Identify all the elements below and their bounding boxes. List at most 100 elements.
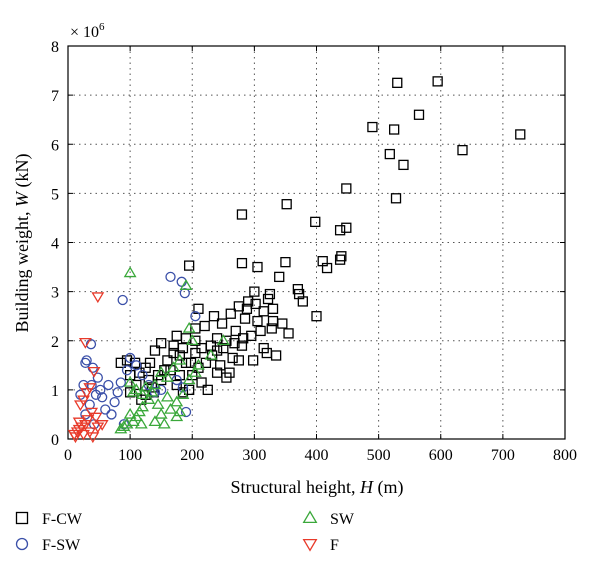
data-point bbox=[154, 366, 168, 377]
data-point bbox=[152, 369, 164, 381]
data-point bbox=[266, 323, 277, 334]
data-point bbox=[121, 355, 133, 366]
data-point bbox=[131, 360, 142, 371]
x-tick-label: 0 bbox=[64, 447, 72, 464]
data-point bbox=[182, 321, 196, 333]
grid bbox=[68, 46, 565, 439]
y-tick-label: 5 bbox=[51, 186, 59, 203]
data-point bbox=[211, 367, 223, 378]
data-point bbox=[149, 387, 161, 398]
y-tick-label: 7 bbox=[51, 88, 59, 105]
data-point bbox=[106, 409, 117, 420]
data-point bbox=[160, 390, 174, 402]
data-point bbox=[280, 256, 291, 268]
data-point bbox=[117, 294, 128, 306]
data-point bbox=[190, 347, 201, 359]
data-point bbox=[177, 342, 189, 354]
data-point bbox=[457, 144, 468, 156]
x-tick-label: 100 bbox=[118, 447, 142, 464]
data-point bbox=[173, 405, 187, 417]
data-point bbox=[297, 296, 308, 307]
data-point bbox=[170, 395, 184, 407]
data-point bbox=[341, 183, 352, 194]
data-point bbox=[149, 345, 161, 356]
data-point bbox=[367, 121, 378, 133]
data-point bbox=[121, 365, 133, 376]
legend-label: SW bbox=[330, 511, 355, 528]
data-point bbox=[177, 387, 189, 398]
data-point bbox=[92, 372, 103, 383]
data-point bbox=[384, 148, 395, 160]
data-point bbox=[190, 323, 201, 334]
data-point bbox=[95, 420, 109, 431]
y-tick-labels: 0 1 2 3 4 5 6 7 8 bbox=[51, 39, 59, 449]
legend-label: F-SW bbox=[42, 537, 81, 554]
data-point bbox=[151, 398, 165, 409]
data-point bbox=[87, 366, 101, 378]
data-point bbox=[148, 415, 162, 427]
data-point bbox=[185, 334, 199, 346]
data-point bbox=[258, 306, 269, 317]
x-tick-label: 600 bbox=[429, 447, 453, 464]
data-point bbox=[392, 77, 403, 88]
data-point bbox=[78, 337, 92, 349]
data-point bbox=[165, 271, 176, 283]
data-point bbox=[179, 287, 190, 299]
data-point bbox=[247, 355, 259, 366]
data-point bbox=[192, 358, 205, 370]
x-tick-labels: 0 100 200 300 400 500 600 700 800 bbox=[64, 447, 577, 464]
data-point bbox=[114, 422, 128, 434]
data-point bbox=[156, 384, 167, 396]
data-point bbox=[123, 266, 137, 278]
data-point bbox=[77, 429, 90, 441]
data-point bbox=[112, 387, 123, 398]
data-point bbox=[109, 397, 120, 408]
data-point bbox=[148, 378, 162, 390]
y-tick-label: 8 bbox=[51, 39, 59, 56]
legend-marker bbox=[302, 510, 318, 524]
data-point bbox=[258, 342, 269, 354]
data-point bbox=[398, 159, 409, 171]
x-tick-label: 300 bbox=[242, 447, 266, 464]
data-point bbox=[171, 379, 182, 391]
data-point bbox=[97, 392, 108, 403]
data-point bbox=[126, 385, 140, 397]
data-point bbox=[389, 124, 400, 135]
legend-label: F bbox=[330, 537, 339, 554]
data-point bbox=[215, 360, 226, 371]
data-point bbox=[255, 325, 266, 337]
data-point bbox=[216, 318, 228, 329]
data-point bbox=[157, 417, 171, 429]
data-point bbox=[100, 404, 111, 415]
data-point bbox=[252, 315, 263, 327]
data-point bbox=[129, 383, 143, 395]
legend-label: F-CW bbox=[42, 511, 83, 528]
data-point bbox=[80, 357, 91, 369]
y-axis-title: Building weight, W (kN) bbox=[12, 154, 33, 333]
data-point bbox=[103, 379, 114, 391]
data-point bbox=[162, 355, 173, 366]
x-tick-label: 800 bbox=[553, 447, 577, 464]
data-point bbox=[218, 342, 229, 354]
series-f bbox=[67, 292, 109, 444]
data-point bbox=[236, 340, 248, 351]
y-tick-label: 2 bbox=[51, 334, 59, 351]
data-point bbox=[78, 379, 89, 391]
data-point bbox=[208, 311, 220, 322]
data-point bbox=[262, 293, 274, 305]
legend-item-f: F bbox=[302, 537, 339, 554]
data-markers bbox=[67, 76, 526, 444]
data-point bbox=[134, 417, 148, 429]
tick-marks bbox=[67, 45, 566, 440]
data-point bbox=[204, 348, 218, 360]
data-point bbox=[84, 399, 95, 410]
data-point bbox=[167, 361, 181, 373]
data-point bbox=[73, 400, 87, 412]
data-point bbox=[216, 334, 230, 346]
data-point bbox=[341, 222, 352, 233]
data-point bbox=[196, 377, 207, 388]
data-point bbox=[123, 407, 137, 419]
data-point bbox=[236, 257, 248, 269]
data-point bbox=[164, 402, 177, 414]
legend-marker bbox=[302, 538, 318, 552]
